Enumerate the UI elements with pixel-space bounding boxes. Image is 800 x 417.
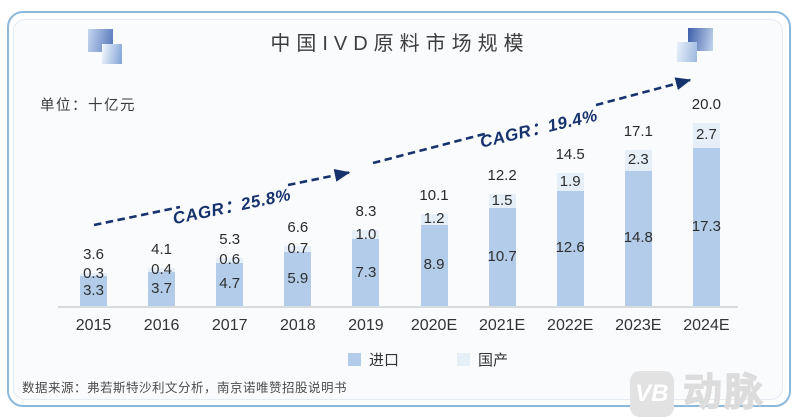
bar-total-label: 17.1 bbox=[623, 122, 653, 140]
bar-segment-import bbox=[488, 208, 516, 306]
bar-value-import: 17.3 bbox=[691, 217, 721, 235]
bar-segment-import bbox=[352, 239, 380, 306]
x-axis-label: 2016 bbox=[143, 317, 180, 334]
legend-item: 进口 bbox=[347, 349, 399, 370]
x-axis-line bbox=[58, 306, 738, 308]
bar-segment-domestic bbox=[148, 268, 176, 273]
bar-value-domestic: 1.5 bbox=[491, 192, 513, 210]
bar-total-label: 8.3 bbox=[355, 203, 377, 221]
bar-value-domestic: 0.4 bbox=[151, 261, 173, 279]
bar-segment-import bbox=[284, 252, 312, 306]
bar-total-label: 12.2 bbox=[487, 167, 517, 185]
legend-item: 国产 bbox=[457, 349, 508, 370]
bar-value-domestic: 1.9 bbox=[559, 173, 581, 191]
bar-total-label: 6.6 bbox=[287, 218, 309, 236]
bar-value-domestic: 2.7 bbox=[695, 126, 717, 144]
x-axis-label: 2021E bbox=[478, 317, 526, 334]
bar-total-label: 3.6 bbox=[83, 246, 104, 264]
watermark-text: 动脉网 bbox=[683, 371, 766, 417]
bar-segment-domestic bbox=[488, 194, 516, 209]
legend-label: 进口 bbox=[368, 352, 399, 369]
x-axis-label: 2015 bbox=[75, 317, 112, 334]
bar-value-domestic: 1.0 bbox=[355, 225, 377, 243]
bar-value-import: 12.6 bbox=[555, 239, 585, 257]
bar-value-domestic: 0.3 bbox=[83, 265, 104, 283]
legend-swatch bbox=[457, 353, 470, 366]
bar-segment-import bbox=[148, 272, 176, 306]
bar-segment-import bbox=[80, 275, 107, 306]
bar-segment-domestic bbox=[80, 273, 107, 276]
bar-segment-domestic bbox=[692, 123, 720, 148]
bar-total-label: 10.1 bbox=[419, 186, 449, 204]
vb-logo-icon: VB bbox=[630, 371, 674, 417]
bar-value-domestic: 2.3 bbox=[627, 151, 649, 169]
bar-segment-import bbox=[692, 147, 720, 306]
bar-value-import: 10.7 bbox=[487, 248, 517, 266]
bar-segment-domestic bbox=[624, 149, 652, 171]
bar-value-domestic: 1.2 bbox=[423, 210, 445, 228]
legend-swatch bbox=[347, 353, 361, 366]
bar-total-label: 14.5 bbox=[555, 146, 585, 164]
bar-total-label: 4.1 bbox=[151, 241, 173, 259]
bar-segment-import bbox=[556, 190, 584, 306]
bar-segment-import bbox=[420, 224, 448, 306]
x-axis-label: 2018 bbox=[280, 317, 316, 334]
bar-total-label: 5.3 bbox=[219, 230, 241, 248]
watermark: VB 动脉网 bbox=[630, 371, 800, 417]
chart-legend: 进口 国产 bbox=[0, 349, 800, 370]
bar-segment-domestic bbox=[284, 245, 312, 252]
bar-value-import: 14.8 bbox=[623, 229, 653, 247]
chart-title: 中国IVD原料市场规模 bbox=[270, 33, 530, 55]
bar-segment-domestic bbox=[420, 213, 448, 225]
bar-value-import: 7.3 bbox=[355, 263, 377, 281]
x-axis-label: 2020E bbox=[410, 317, 458, 334]
bar-value-import: 5.9 bbox=[287, 270, 309, 287]
bar-segment-domestic bbox=[216, 257, 244, 263]
legend-label: 国产 bbox=[478, 352, 509, 369]
x-axis-label: 2024E bbox=[683, 317, 730, 334]
bar-value-domestic: 0.6 bbox=[219, 251, 241, 269]
deco-squares-icon bbox=[102, 44, 122, 64]
bar-value-import: 3.7 bbox=[151, 280, 173, 298]
card-outer-border bbox=[7, 11, 791, 407]
x-axis-label: 2022E bbox=[547, 317, 594, 334]
x-axis-label: 2023E bbox=[615, 317, 662, 334]
x-axis-label: 2019 bbox=[348, 317, 384, 334]
unit-label: 单位：十亿元 bbox=[40, 98, 136, 114]
data-source-note: 数据来源：弗若斯特沙利文分析，南京诺唯赞招股说明书 bbox=[22, 381, 348, 395]
bar-value-import: 4.7 bbox=[219, 275, 241, 293]
bar-segment-domestic bbox=[352, 230, 380, 240]
bar-value-import: 3.3 bbox=[83, 281, 104, 299]
x-axis-label: 2017 bbox=[211, 317, 248, 334]
deco-squares-icon bbox=[677, 42, 697, 62]
bar-segment-import bbox=[216, 262, 244, 306]
bar-total-label: 20.0 bbox=[691, 96, 721, 113]
bar-value-domestic: 0.7 bbox=[287, 239, 309, 257]
bar-value-import: 8.9 bbox=[423, 256, 445, 274]
bar-segment-domestic bbox=[556, 173, 584, 191]
bar-segment-import bbox=[624, 170, 652, 306]
